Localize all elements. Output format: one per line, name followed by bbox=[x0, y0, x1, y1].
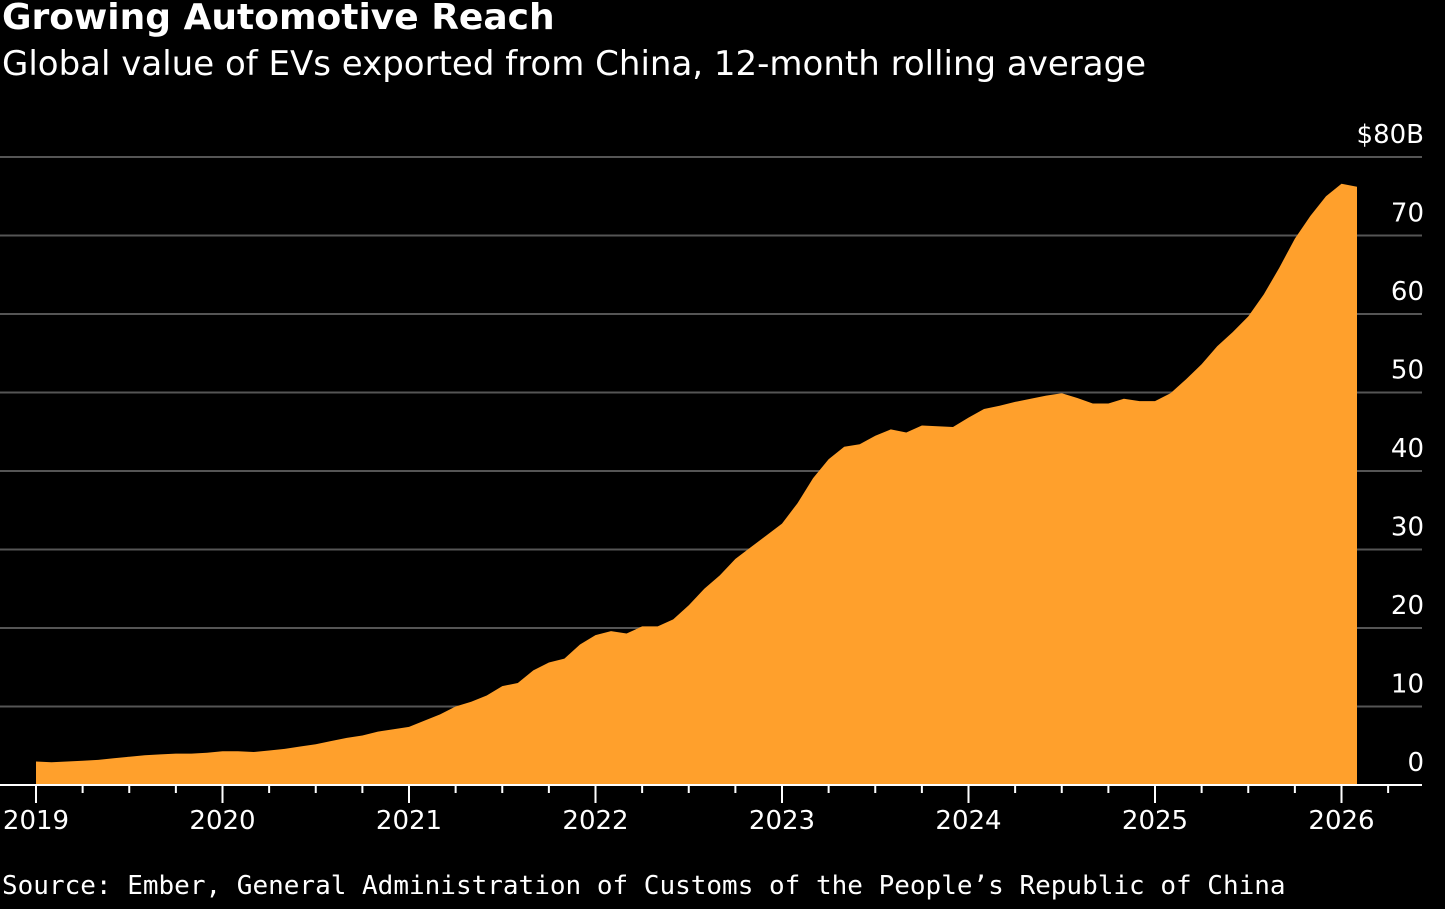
source-note: Source: Ember, General Administration of… bbox=[2, 871, 1286, 901]
area-layer bbox=[36, 183, 1357, 785]
y-tick-label-0: 0 bbox=[1407, 748, 1424, 778]
y-tick-label-30: 30 bbox=[1391, 513, 1424, 543]
x-tick-label-2025: 2025 bbox=[1122, 806, 1188, 836]
y-axis-labels: 0 10 20 30 40 50 60 70 $80B bbox=[1357, 120, 1424, 778]
area-series bbox=[36, 183, 1357, 785]
y-tick-label-40: 40 bbox=[1391, 434, 1424, 464]
chart-title: Growing Automotive Reach bbox=[2, 0, 555, 38]
x-tick-label-2023: 2023 bbox=[749, 806, 815, 836]
y-tick-label-60: 60 bbox=[1391, 277, 1424, 307]
x-tick-label-2022: 2022 bbox=[562, 806, 628, 836]
chart-subtitle: Global value of EVs exported from China,… bbox=[2, 44, 1147, 84]
x-axis bbox=[0, 784, 1422, 803]
y-tick-label-10: 10 bbox=[1391, 670, 1424, 700]
y-tick-label-50: 50 bbox=[1391, 356, 1424, 386]
y-tick-label-80: $80B bbox=[1357, 120, 1424, 150]
x-tick-label-2021: 2021 bbox=[376, 806, 442, 836]
x-tick-label-2019: 2019 bbox=[3, 806, 69, 836]
x-tick-label-2020: 2020 bbox=[189, 806, 255, 836]
y-tick-label-20: 20 bbox=[1391, 591, 1424, 621]
x-axis-labels: 2019 2020 2021 2022 2023 2024 2025 2026 bbox=[3, 806, 1375, 836]
x-tick-label-2024: 2024 bbox=[935, 806, 1001, 836]
y-tick-label-70: 70 bbox=[1391, 199, 1424, 229]
x-tick-label-2026: 2026 bbox=[1308, 806, 1374, 836]
